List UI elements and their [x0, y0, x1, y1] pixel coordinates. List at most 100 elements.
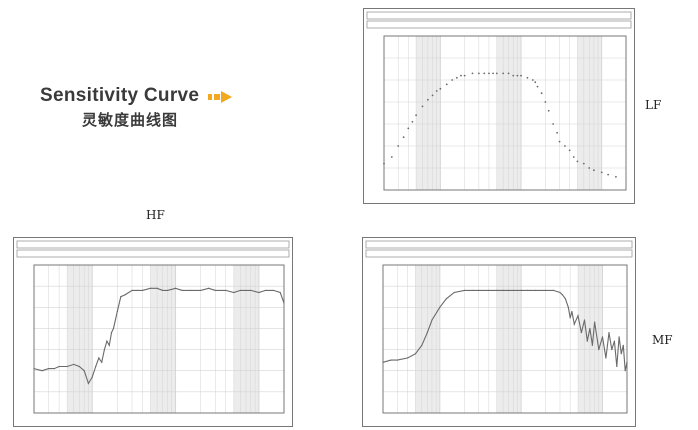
lf-data-point — [383, 162, 385, 165]
settings-bar — [16, 249, 290, 258]
hf-data-point — [87, 382, 90, 384]
hf-data-point — [279, 291, 281, 294]
lf-data-point — [547, 109, 550, 112]
mf-data-point — [605, 357, 607, 359]
lf-data-point — [460, 74, 462, 77]
hf-data-point — [58, 365, 60, 368]
hf-data-point — [116, 310, 118, 313]
lf-data-point — [592, 169, 595, 172]
hf-data-point — [181, 289, 183, 291]
hf-series-line — [33, 287, 285, 385]
mf-data-point — [421, 344, 423, 346]
hf-data-point — [98, 357, 100, 359]
hf-data-point — [174, 287, 177, 289]
mf-data-point — [471, 289, 473, 291]
settings-bar — [365, 249, 633, 258]
plot-frame — [383, 35, 627, 191]
hf-data-point — [239, 289, 242, 291]
label-hf: HF — [146, 208, 165, 222]
mf-data-point — [589, 327, 591, 330]
lf-data-point — [488, 72, 490, 75]
arrow-block-1 — [208, 93, 213, 100]
mf-data-point — [496, 289, 498, 291]
hf-data-point — [110, 332, 113, 334]
hf-data-point — [283, 302, 285, 304]
hf-data-point — [200, 289, 202, 291]
lf-data-point — [397, 145, 400, 147]
title-bar — [365, 240, 633, 249]
hf-data-point — [53, 368, 55, 370]
lf-data-point — [600, 171, 603, 174]
heading-subtitle: 灵敏度曲线图 — [82, 111, 179, 129]
lf-data-point — [526, 76, 529, 79]
hf-data-point — [120, 296, 122, 298]
mf-data-point — [611, 348, 613, 351]
hf-data-point — [66, 365, 68, 368]
lf-data-point — [426, 98, 429, 101]
hf-data-point — [83, 370, 85, 372]
hf-data-point — [233, 291, 235, 294]
grid-band — [416, 36, 441, 190]
lf-data-point — [455, 76, 458, 79]
lf-data-point — [402, 136, 405, 139]
mf-data-point — [527, 289, 529, 291]
lf-data-point — [607, 173, 610, 176]
lf-data-point — [507, 72, 510, 75]
lf-data-point — [568, 149, 571, 152]
lf-data-point — [439, 87, 442, 90]
lf-data-point — [421, 105, 424, 108]
lf-data-point — [390, 156, 393, 158]
label-mf: MF — [652, 333, 673, 347]
mf-data-point — [552, 289, 555, 291]
hf-data-point — [131, 289, 133, 291]
lf-data-point — [520, 74, 522, 77]
lf-data-point — [572, 156, 575, 158]
lf-data-point — [435, 90, 438, 92]
hf-data-point — [156, 287, 158, 289]
mf-data-point — [488, 289, 490, 291]
label-lf: LF — [645, 98, 662, 112]
lf-data-point — [536, 85, 539, 88]
grid-band — [577, 36, 602, 190]
hf-data-point — [103, 348, 106, 351]
hf-data-point — [208, 287, 210, 289]
hf-data-point — [264, 289, 267, 291]
hf-data-point — [225, 289, 227, 291]
hf-data-point — [106, 340, 108, 342]
hf-sensitivity-chart — [13, 237, 293, 427]
mf-data-point — [426, 332, 428, 334]
mf-data-point — [512, 289, 514, 291]
lf-data-point — [411, 120, 414, 123]
grid-band — [496, 36, 522, 190]
mf-data-point — [598, 348, 600, 351]
hf-data-point — [73, 363, 75, 365]
lf-data-point — [512, 74, 515, 77]
grid-band — [578, 265, 603, 413]
lf-data-point — [544, 101, 547, 103]
mf-data-point — [583, 319, 586, 321]
mf-data-point — [414, 353, 416, 355]
lf-data-point — [556, 131, 559, 134]
mf-data-point — [577, 315, 579, 317]
mf-data-point — [453, 291, 455, 294]
mf-data-point — [616, 365, 618, 368]
mf-data-point — [601, 336, 604, 338]
hf-chart-svg — [16, 240, 290, 414]
hf-data-point — [162, 289, 164, 291]
arrow-head — [221, 90, 233, 103]
lf-data-point — [407, 127, 410, 130]
lf-data-point — [463, 74, 466, 77]
arrow-block-2 — [214, 93, 221, 100]
mf-data-point — [431, 319, 433, 321]
mf-data-point — [478, 289, 480, 291]
plot-frame — [382, 264, 628, 414]
mf-chart-svg — [365, 240, 633, 414]
hf-data-point — [214, 289, 216, 291]
hf-data-point — [189, 289, 191, 291]
lf-data-point — [588, 167, 591, 169]
hf-data-point — [48, 368, 50, 370]
grid-band — [496, 265, 522, 413]
lf-data-point — [495, 72, 498, 75]
mf-data-point — [594, 321, 596, 323]
mf-sensitivity-chart — [362, 237, 636, 427]
